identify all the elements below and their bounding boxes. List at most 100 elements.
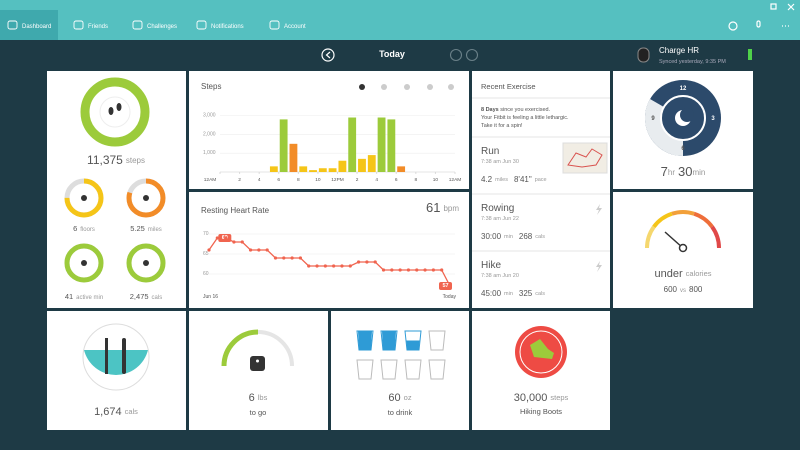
heart-point (423, 268, 427, 272)
heart-point (315, 264, 319, 268)
nav-item[interactable]: Challenges (147, 24, 177, 30)
steps-filter-icon[interactable] (427, 84, 433, 90)
glass (428, 330, 446, 351)
badge-ring (519, 330, 563, 374)
exercise-stats-part: 4.2 (481, 175, 493, 184)
nav-item-part: Friends (88, 24, 108, 30)
heart-point (265, 248, 269, 252)
food-total-part: cals (125, 407, 139, 416)
steps-filter-icon[interactable] (404, 84, 410, 90)
exercise-stats: 4.2 miles 8'41" pace (481, 175, 547, 184)
x-tick-label: 8 (297, 177, 300, 183)
nav-item[interactable]: Friends (88, 24, 108, 30)
y-tick-label-part: 70 (203, 231, 209, 237)
x-tick-label: 2 (356, 177, 359, 183)
steps-filter-icon[interactable] (448, 84, 454, 90)
prev-button[interactable] (321, 48, 335, 62)
sleep-total-part: min (692, 168, 705, 177)
goal-ring (64, 178, 104, 218)
exercise-message: 8 Days since you exercised. (481, 107, 551, 113)
exercise-stats: 30:00 min 268 cals (481, 232, 545, 241)
clock-number-part: 9 (651, 116, 655, 122)
bar (318, 168, 327, 172)
glass-water (382, 331, 396, 350)
food-total-part: 1,674 (94, 406, 122, 418)
nav-item[interactable]: Account (284, 24, 306, 30)
gauge-segment (671, 210, 695, 216)
bar (289, 143, 298, 172)
exercise-stats-part: 325 (519, 289, 533, 298)
water-total-part: oz (404, 393, 412, 402)
chart-title: Steps (201, 82, 221, 91)
gauge-segment (645, 225, 656, 249)
badge-total-part: steps (550, 393, 568, 402)
x-tick-label-part: 6 (395, 177, 398, 183)
close-icon[interactable] (787, 3, 795, 11)
tile-heart[interactable] (189, 192, 469, 308)
heart-summary: 61 bpm (426, 200, 459, 215)
clock-number: 6 (681, 146, 685, 152)
glass (356, 359, 374, 380)
heart-point (431, 268, 435, 272)
x-tick-label-part: 10 (315, 177, 321, 183)
goal-icon (81, 195, 87, 201)
tile-exercise[interactable] (472, 71, 610, 308)
glass (428, 359, 446, 380)
heart-point (298, 256, 303, 260)
x-tick-label-part: 6 (277, 177, 280, 183)
exercise-message-part: Your Fitbit is feeling a little lethargi… (481, 115, 569, 121)
clock-number: 12 (680, 86, 687, 92)
heart-point (381, 268, 386, 272)
y-tick-label-part: 1,000 (203, 151, 216, 157)
weight-total: 6 lbs (249, 392, 268, 404)
y-tick-label-part: 65 (203, 251, 209, 257)
x-tick-label: 4 (258, 177, 261, 183)
exercise-name-part: Rowing (481, 203, 514, 214)
goal-icon (143, 195, 149, 201)
exercise-stats-part: min (504, 234, 513, 240)
bar (387, 119, 396, 172)
clock-number-part: 3 (711, 116, 715, 122)
heart-point (348, 264, 352, 268)
add-icon[interactable] (728, 21, 738, 31)
boot (530, 339, 554, 359)
exercise-time: 7:38 am Jun 22 (481, 216, 519, 222)
heart-point (398, 268, 402, 272)
y-tick-label: 1,000 (203, 151, 216, 157)
route (567, 148, 603, 168)
goal-ring (126, 243, 166, 283)
water-total-part: 60 (388, 392, 400, 404)
goal-label-part: cals (152, 295, 163, 301)
exercise-title: Recent Exercise (481, 82, 536, 91)
steps-filter-icon[interactable] (359, 84, 365, 90)
exercise-time: 7:38 am Jun 20 (481, 273, 519, 279)
heart-point (207, 248, 211, 252)
mic-icon[interactable] (756, 20, 761, 28)
x-tick-label-part: 12PM (331, 177, 344, 183)
weight-total-part: 6 (249, 392, 255, 404)
value-label-part: 57 (442, 283, 448, 289)
prev-arrow (325, 51, 331, 59)
chart-title: Resting Heart Rate (201, 206, 270, 215)
heart-point (373, 260, 377, 264)
steps-filter-icon[interactable] (381, 84, 387, 90)
nav-item[interactable]: Dashboard (22, 24, 51, 30)
knife (122, 338, 126, 374)
bar (397, 166, 406, 172)
heart-point (273, 256, 278, 260)
tile-water[interactable] (331, 311, 469, 430)
exercise-stats-part: 268 (519, 232, 533, 241)
calories-values-part: 800 (689, 285, 703, 294)
goal-label: 5.25 miles (130, 224, 162, 233)
restore-icon (770, 3, 777, 10)
bar (358, 158, 366, 172)
steps-ring (80, 77, 150, 147)
nav-item[interactable]: Notifications (211, 24, 244, 30)
gauge-segment (652, 211, 673, 229)
moon-cut (680, 108, 694, 122)
device-name: Charge HR (659, 46, 699, 55)
chart-title-part: Resting Heart Rate (201, 206, 270, 215)
sleep-total-part: hr (668, 168, 675, 177)
heart-point (365, 260, 369, 264)
food-total: 1,674 cals (94, 406, 138, 418)
